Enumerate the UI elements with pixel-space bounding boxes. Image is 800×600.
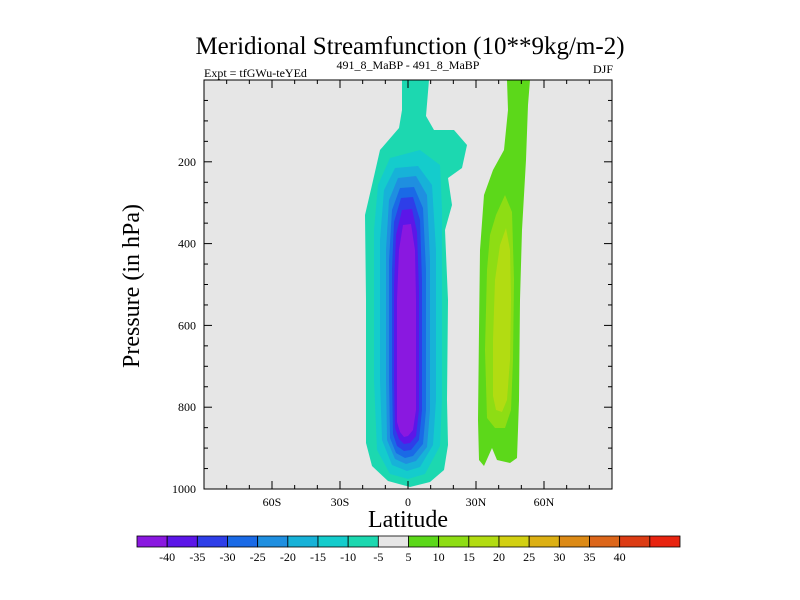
colorbar-label: -25 bbox=[250, 550, 266, 564]
colorbar-swatch bbox=[528, 535, 560, 548]
colorbar-swatch bbox=[498, 535, 530, 548]
colorbar-label: 20 bbox=[493, 550, 505, 564]
colorbar-swatch bbox=[347, 535, 379, 548]
colorbar-swatch bbox=[558, 535, 590, 548]
x-axis: 60S 30S 0 30N 60N bbox=[203, 80, 613, 509]
x-tick-label: 0 bbox=[405, 495, 411, 509]
colorbar-swatch bbox=[166, 535, 198, 548]
colorbar-swatch bbox=[136, 535, 168, 548]
colorbar-swatch bbox=[227, 535, 259, 548]
colorbar-swatch bbox=[619, 535, 651, 548]
colorbar-swatch bbox=[589, 535, 621, 548]
x-tick-label: 30N bbox=[466, 495, 487, 509]
colorbar-label: 15 bbox=[463, 550, 475, 564]
colorbar-label: 5 bbox=[406, 550, 412, 564]
colorbar-label: 30 bbox=[553, 550, 565, 564]
colorbar-swatch bbox=[257, 535, 289, 548]
colorbar-label: 40 bbox=[614, 550, 626, 564]
y-tick-label: 800 bbox=[178, 400, 196, 414]
colorbar-label: -40 bbox=[159, 550, 175, 564]
colorbar-label: -35 bbox=[189, 550, 205, 564]
colorbar-label: -15 bbox=[310, 550, 326, 564]
colorbar-label: 35 bbox=[584, 550, 596, 564]
colorbar-swatch bbox=[438, 535, 470, 548]
colorbar-label: -30 bbox=[220, 550, 236, 564]
colorbar-swatch bbox=[287, 535, 319, 548]
y-axis-label: Pressure (in hPa) bbox=[119, 204, 145, 368]
colorbar-label: -5 bbox=[373, 550, 383, 564]
comparison-label: 491_8_MaBP - 491_8_MaBP bbox=[337, 58, 480, 72]
colorbar-label: -10 bbox=[340, 550, 356, 564]
x-tick-label: 60N bbox=[534, 495, 555, 509]
experiment-label: Expt = tfGWu-teYEd bbox=[204, 66, 307, 80]
contour-fills bbox=[365, 80, 530, 487]
x-tick-label: 60S bbox=[263, 495, 282, 509]
x-tick-label: 30S bbox=[331, 495, 350, 509]
x-axis-label: Latitude bbox=[368, 507, 448, 533]
colorbar: -40 -35 -30 -25 -20 -15 -10 -5 5 10 15 20 25 30 35 40 bbox=[136, 535, 681, 564]
colorbar-swatch bbox=[317, 535, 349, 548]
y-tick-label: 600 bbox=[178, 318, 196, 332]
y-tick-label: 400 bbox=[178, 237, 196, 251]
season-label: DJF bbox=[593, 62, 613, 76]
colorbar-label: 25 bbox=[523, 550, 535, 564]
colorbar-label: -20 bbox=[280, 550, 296, 564]
chart-title: Meridional Streamfunction (10**9kg/m-2) bbox=[195, 33, 624, 60]
y-tick-label: 200 bbox=[178, 155, 196, 169]
y-tick-label: 1000 bbox=[172, 482, 196, 496]
colorbar-swatch bbox=[468, 535, 500, 548]
colorbar-swatch bbox=[196, 535, 228, 548]
contour-neg-40 bbox=[397, 224, 416, 437]
colorbar-swatch bbox=[377, 535, 409, 548]
colorbar-swatch bbox=[408, 535, 440, 548]
colorbar-label: 10 bbox=[433, 550, 445, 564]
contour-pos-15 bbox=[493, 228, 511, 412]
colorbar-swatch bbox=[649, 535, 681, 548]
y-axis: 200 400 600 800 1000 bbox=[172, 79, 612, 496]
